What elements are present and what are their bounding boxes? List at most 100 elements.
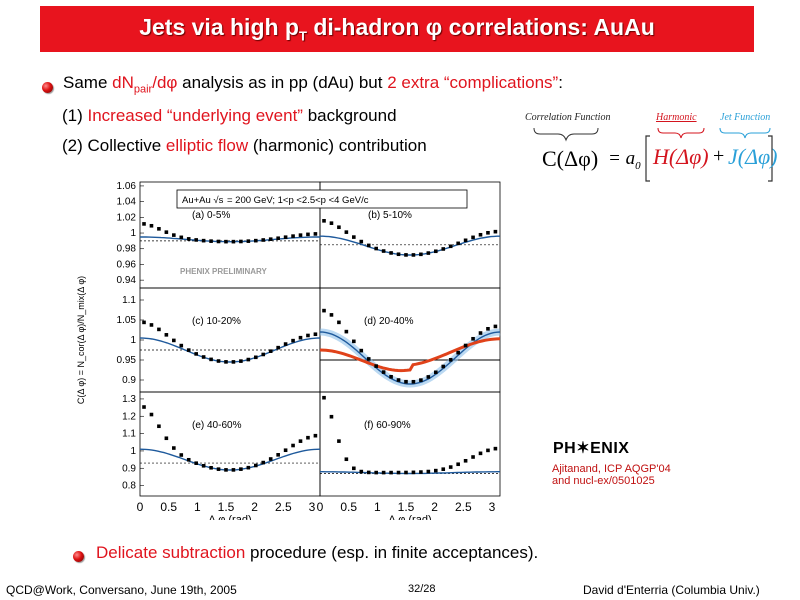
data-point [306, 333, 310, 338]
data-point [493, 324, 498, 329]
y-tick-label: 0.95 [117, 355, 137, 366]
data-point [344, 329, 349, 334]
data-point [352, 235, 356, 239]
x-tick-label: 1 [374, 500, 381, 514]
y-tick-label: 1.06 [117, 181, 137, 192]
bullet-text-analysis: Same dNpair/dφ analysis as in pp (dAu) b… [63, 73, 563, 96]
data-point [239, 467, 243, 471]
data-point [478, 331, 483, 335]
x-axis-label: Δ φ (rad) [388, 514, 431, 520]
data-point [478, 232, 483, 237]
data-point [246, 357, 251, 362]
data-point [268, 237, 273, 241]
data-point [157, 227, 161, 231]
y-tick-label: 0.9 [122, 463, 136, 474]
data-point [359, 239, 364, 244]
title-bar: Jets via high pT di-hadron φ correlation… [40, 6, 754, 52]
data-point [261, 238, 266, 242]
panel-label: (f) 60-90% [364, 420, 411, 431]
data-point [344, 230, 349, 234]
data-point [419, 470, 423, 474]
x-tick-label: 2.5 [275, 500, 292, 514]
data-point [261, 352, 266, 357]
data-point [246, 465, 251, 470]
data-point [164, 230, 169, 234]
data-point [493, 229, 498, 234]
page-number: 32/28 [408, 583, 436, 595]
correlation-plot-svg: 1.06 1.04 1.02 1 0.98 0.96 0.94 1.1 1.05 1 0.95 0.9… [76, 181, 501, 520]
data-point [486, 448, 490, 453]
data-point [374, 470, 378, 475]
y-tick-label: 1 [130, 446, 136, 457]
data-point [268, 457, 273, 461]
y-tick-label: 1.02 [117, 212, 137, 223]
y-tick-label: 0.98 [117, 244, 137, 255]
y-tick-label: 1.1 [122, 295, 136, 306]
equation-lhs: C(Δφ) [542, 146, 599, 171]
data-point [404, 470, 408, 475]
label-correlation-function: Correlation Function [525, 112, 611, 123]
data-point [471, 455, 475, 459]
data-point [224, 468, 228, 472]
data-point [224, 239, 228, 244]
label-jet-function: Jet Function [720, 112, 771, 123]
data-point [194, 238, 198, 242]
equation-harmonic: H(Δφ) [653, 144, 709, 169]
data-point [441, 364, 446, 369]
data-point [463, 343, 468, 348]
bullet-icon [42, 82, 53, 93]
data-point [268, 349, 273, 353]
data-point [471, 235, 475, 240]
legend-box [176, 189, 468, 209]
data-point [463, 458, 468, 463]
data-point [411, 379, 416, 384]
y-tick-label: 0.94 [117, 275, 137, 286]
data-point [389, 251, 393, 255]
data-point [448, 465, 453, 469]
data-point [164, 436, 169, 441]
data-point [283, 342, 288, 346]
data-point [179, 343, 184, 348]
data-point [396, 252, 401, 257]
preliminary-label: PHENIX PRELIMINARY [180, 267, 267, 276]
data-point [329, 414, 334, 419]
data-point [456, 462, 460, 467]
data-point [276, 453, 280, 457]
data-point [142, 222, 146, 226]
data-point [366, 243, 371, 248]
y-axis-label: C(Δ φ) = N_cor(Δ φ)/N_mix(Δ φ) [76, 276, 86, 404]
data-point [313, 232, 318, 236]
data-point [164, 333, 169, 337]
data-point [239, 239, 243, 244]
data-point [313, 332, 318, 337]
data-point [352, 466, 356, 471]
correlation-plot: 1.06 1.04 1.02 1 0.98 0.96 0.94 1.1 1.05 1 0.95 0.9… [72, 180, 522, 520]
data-point [411, 470, 416, 475]
data-point [404, 379, 408, 384]
data-point [344, 457, 349, 462]
x-tick-label: 1.5 [398, 500, 415, 514]
data-point [389, 470, 393, 475]
data-point [337, 225, 341, 230]
data-point [456, 241, 460, 246]
data-point [441, 247, 446, 251]
x-tick-label: 2.5 [455, 500, 472, 514]
footer-left: QCD@Work, Conversano, June 19th, 2005 [6, 583, 237, 597]
data-point [374, 364, 378, 368]
data-point [322, 219, 326, 223]
data-point [298, 335, 303, 340]
y-tick-label: 0.9 [122, 375, 136, 386]
data-point [306, 232, 310, 237]
data-point [253, 238, 258, 243]
data-point [352, 339, 356, 344]
legend-text-2: = 200 GeV; 1<p <2.5<p <4 GeV/c [227, 195, 369, 206]
data-point [298, 439, 303, 443]
data-point [389, 374, 393, 379]
x-tick-label: 2 [431, 500, 438, 514]
panel-frame [319, 391, 501, 497]
data-point [179, 235, 184, 240]
data-point [337, 439, 341, 443]
flow-curve [139, 448, 321, 471]
data-point [426, 251, 431, 255]
data-point [329, 221, 334, 225]
